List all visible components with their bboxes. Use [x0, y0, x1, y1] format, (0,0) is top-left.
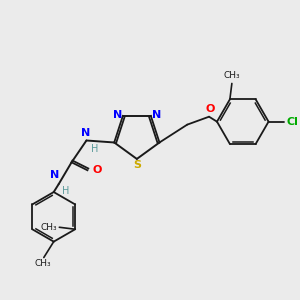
- Text: H: H: [62, 186, 69, 196]
- Text: N: N: [50, 170, 60, 180]
- Text: N: N: [152, 110, 161, 120]
- Text: Cl: Cl: [286, 117, 298, 127]
- Text: O: O: [92, 165, 102, 175]
- Text: N: N: [81, 128, 90, 137]
- Text: O: O: [206, 104, 215, 114]
- Text: H: H: [91, 145, 98, 154]
- Text: CH₃: CH₃: [41, 223, 57, 232]
- Text: N: N: [112, 110, 122, 120]
- Text: CH₃: CH₃: [34, 260, 51, 268]
- Text: CH₃: CH₃: [224, 71, 240, 80]
- Text: S: S: [133, 160, 141, 170]
